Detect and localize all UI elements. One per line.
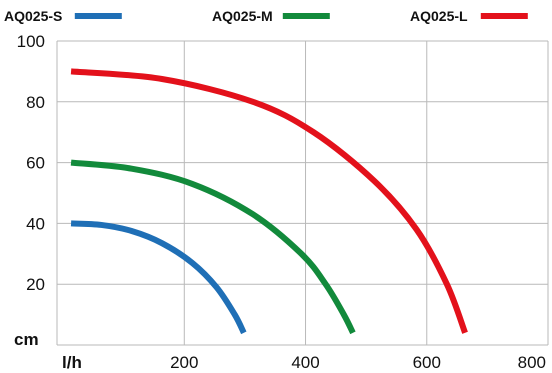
legend-item: AQ025-S bbox=[4, 8, 122, 24]
x-tick-label: 800 bbox=[518, 353, 546, 372]
legend-item: AQ025-L bbox=[410, 8, 528, 24]
grid bbox=[56, 40, 549, 346]
series-line-aq025-l bbox=[70, 68, 468, 334]
x-tick-label: 400 bbox=[291, 353, 319, 372]
x-tick-label: 200 bbox=[170, 353, 198, 372]
y-tick-label: 40 bbox=[26, 214, 45, 233]
y-tick-label: 60 bbox=[26, 154, 45, 173]
y-tick-label: 100 bbox=[17, 32, 45, 51]
legend: AQ025-S AQ025-M AQ025-L bbox=[4, 8, 528, 24]
legend-item: AQ025-M bbox=[212, 8, 330, 24]
x-axis-ticks: 200 400 600 800 bbox=[170, 353, 546, 372]
legend-label: AQ025-S bbox=[4, 8, 62, 24]
y-axis-label: cm bbox=[14, 330, 39, 349]
x-axis-label: l/h bbox=[62, 353, 82, 372]
y-axis-ticks: 20 40 60 80 100 bbox=[17, 32, 45, 294]
legend-label: AQ025-M bbox=[212, 8, 273, 24]
series-curves bbox=[70, 68, 468, 335]
series-line-aq025-m bbox=[70, 159, 356, 335]
y-tick-label: 20 bbox=[26, 275, 45, 294]
x-tick-label: 600 bbox=[413, 353, 441, 372]
series-line-aq025-s bbox=[70, 220, 247, 335]
y-tick-label: 80 bbox=[26, 93, 45, 112]
legend-label: AQ025-L bbox=[410, 8, 468, 24]
